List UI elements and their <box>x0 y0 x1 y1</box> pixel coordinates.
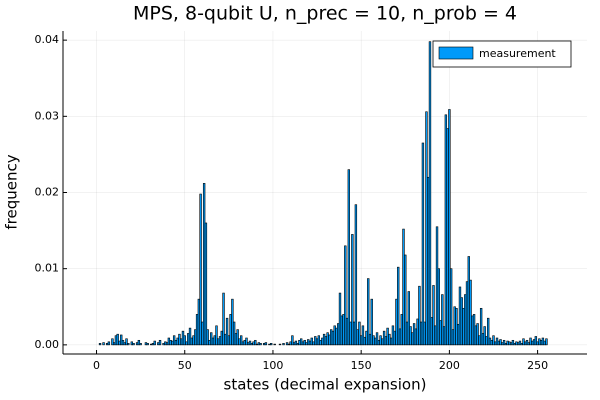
bar <box>370 298 373 346</box>
bar <box>358 321 361 346</box>
bar <box>487 317 490 346</box>
bar <box>107 341 111 346</box>
x-tick-label: 100 <box>262 359 283 372</box>
chart-title: MPS, 8-qubit U, n_prec = 10, n_prob = 4 <box>133 3 517 25</box>
x-tick-label: 50 <box>178 359 192 372</box>
bar <box>421 142 425 346</box>
legend: measurement <box>432 40 572 68</box>
bar <box>291 335 294 346</box>
bar <box>236 329 239 346</box>
bar <box>534 336 538 346</box>
bar <box>476 323 479 346</box>
bar <box>127 343 130 346</box>
bar <box>188 327 192 346</box>
bar <box>351 234 354 346</box>
bar <box>259 343 262 346</box>
bar <box>418 285 421 346</box>
bar <box>502 339 506 346</box>
bar <box>407 291 410 346</box>
bar <box>273 343 276 346</box>
bar <box>449 268 453 346</box>
bar <box>225 317 229 346</box>
bar <box>146 343 149 346</box>
bar <box>294 340 298 346</box>
y-tick-label: 0.02 <box>35 186 60 199</box>
bar <box>483 326 486 346</box>
bar <box>448 109 451 346</box>
bar <box>206 329 209 346</box>
bar <box>375 332 379 346</box>
bar <box>222 292 225 346</box>
bar <box>240 335 243 346</box>
bar <box>111 338 114 346</box>
bar <box>102 342 105 346</box>
bar <box>432 285 435 346</box>
bar <box>139 343 142 346</box>
bar <box>492 335 495 346</box>
bar <box>125 338 128 346</box>
bar <box>137 339 141 346</box>
bar <box>153 340 156 346</box>
bar <box>469 279 472 346</box>
bar <box>282 343 285 346</box>
bar <box>116 333 119 346</box>
x-tick-label: 200 <box>439 359 460 372</box>
x-tick-label: 250 <box>527 359 548 372</box>
bar <box>245 337 248 346</box>
bar <box>204 222 208 346</box>
bar <box>120 334 123 346</box>
bar <box>511 339 515 346</box>
y-tick-label: 0.03 <box>35 109 60 122</box>
bar <box>264 342 268 346</box>
y-tick-label: 0.01 <box>35 262 60 275</box>
bar <box>132 343 135 346</box>
bar <box>354 204 358 346</box>
x-tick-label: 150 <box>351 359 372 372</box>
bar <box>347 169 351 346</box>
bar <box>254 339 257 346</box>
bar <box>310 337 313 346</box>
bar <box>215 325 218 346</box>
bar <box>183 335 186 346</box>
y-tick-label: 0.04 <box>35 33 60 46</box>
bar <box>441 294 444 346</box>
bar <box>367 278 370 346</box>
x-axis-label: states (decimal expansion) <box>224 376 427 394</box>
legend-swatch <box>438 46 474 60</box>
bar <box>404 254 407 346</box>
legend-label: measurement <box>479 47 556 60</box>
bar <box>479 307 483 346</box>
bar <box>98 343 102 346</box>
bar <box>158 339 162 346</box>
bar <box>437 268 440 346</box>
bar <box>199 193 202 346</box>
bar <box>270 343 273 346</box>
bar <box>518 340 522 346</box>
bar <box>545 338 548 346</box>
bar <box>428 41 432 346</box>
y-tick-label: 0.00 <box>35 338 60 351</box>
bar <box>285 342 289 346</box>
x-tick-label: 0 <box>93 359 100 372</box>
bar <box>397 266 400 346</box>
bar <box>248 340 252 346</box>
bar <box>499 339 502 346</box>
y-axis-label: frequency <box>3 154 21 229</box>
bar <box>361 325 365 346</box>
bar <box>344 245 347 346</box>
bar <box>278 343 282 346</box>
